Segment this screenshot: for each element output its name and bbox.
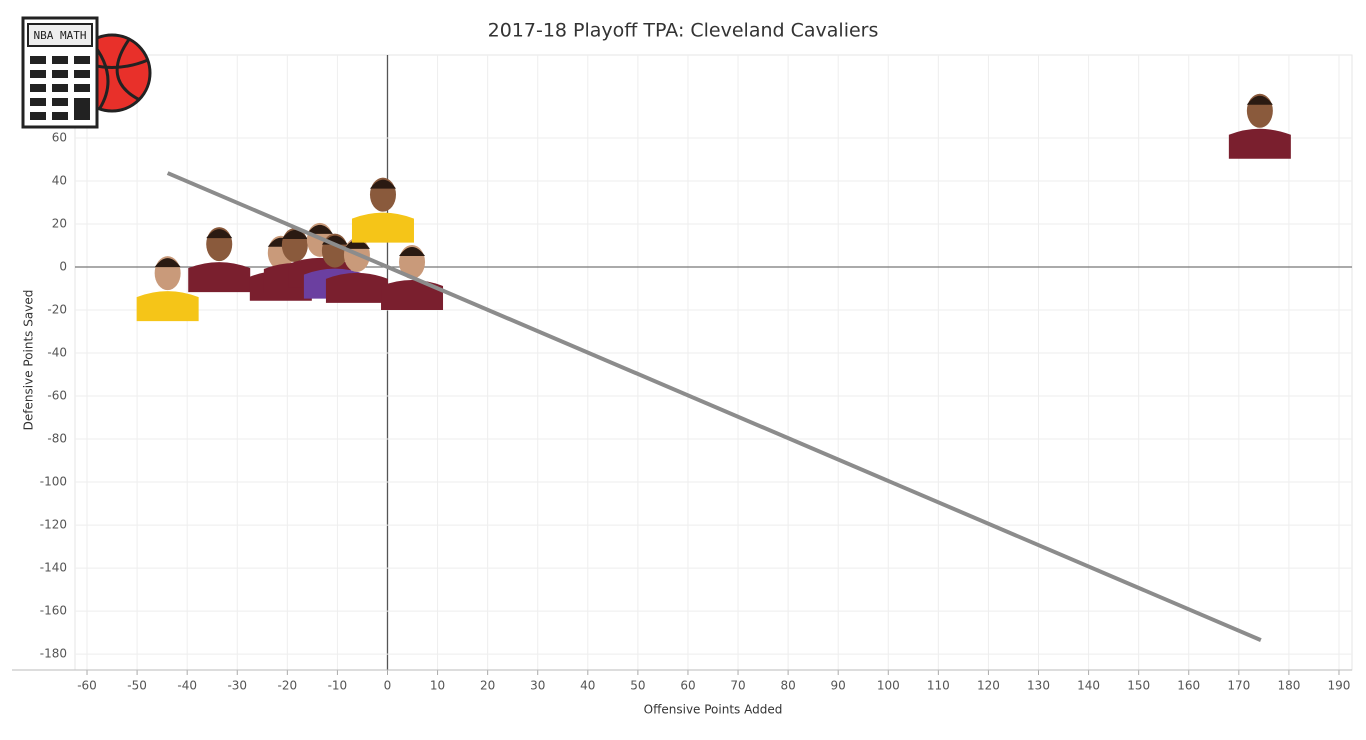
x-tick-label: -50	[127, 679, 147, 693]
x-axis-title: Offensive Points Added	[644, 703, 783, 717]
player-point	[381, 244, 444, 310]
x-tick-label: 120	[977, 679, 1000, 693]
x-tick-label: 60	[680, 679, 695, 693]
grid	[12, 54, 1353, 675]
x-tick-label: 140	[1077, 679, 1100, 693]
x-tick-label: 40	[580, 679, 595, 693]
player-point	[1228, 93, 1291, 159]
x-tick-label: 50	[630, 679, 645, 693]
y-tick-label: 20	[52, 217, 67, 231]
x-tick-label: 150	[1127, 679, 1150, 693]
x-tick-label: -30	[227, 679, 247, 693]
y-tick-label: 40	[52, 174, 67, 188]
x-tick-label: -10	[328, 679, 348, 693]
x-tick-label: 30	[530, 679, 545, 693]
x-tick-label: 100	[877, 679, 900, 693]
x-tick-label: 190	[1328, 679, 1351, 693]
y-tick-label: -140	[40, 561, 67, 575]
x-tick-label: 0	[384, 679, 392, 693]
player-point	[188, 227, 251, 293]
x-tick-label: 90	[831, 679, 846, 693]
x-tick-label: 170	[1227, 679, 1250, 693]
x-tick-label: -20	[278, 679, 298, 693]
y-tick-label: 0	[59, 260, 67, 274]
marks	[136, 93, 1291, 642]
x-tick-label: 130	[1027, 679, 1050, 693]
logo-text: NBA MATH	[34, 29, 87, 42]
logo: NBA MATH	[21, 16, 152, 129]
x-tick-label: 180	[1277, 679, 1300, 693]
y-axis-title: Defensive Points Saved	[22, 290, 36, 431]
x-tick-label: 160	[1177, 679, 1200, 693]
y-tick-label: -100	[40, 475, 67, 489]
x-tick-label: -60	[77, 679, 97, 693]
x-tick-label: 80	[780, 679, 795, 693]
player-point	[136, 256, 199, 322]
player-point	[351, 177, 414, 243]
y-tick-label: -80	[47, 432, 67, 446]
player-point	[325, 237, 388, 303]
chart-title: 2017-18 Playoff TPA: Cleveland Cavaliers	[488, 20, 879, 42]
y-tick-label: -180	[40, 647, 67, 661]
trend-line	[166, 171, 1262, 642]
x-tick-label: 70	[730, 679, 745, 693]
x-tick-label: -40	[177, 679, 197, 693]
y-tick-label: -60	[47, 389, 67, 403]
plot-frame	[74, 54, 1353, 671]
x-tick-label: 110	[927, 679, 950, 693]
y-tick-label: -160	[40, 604, 67, 618]
y-tick-label: -40	[47, 346, 67, 360]
x-tick-label: 20	[480, 679, 495, 693]
y-tick-label: 60	[52, 131, 67, 145]
y-tick-label: -20	[47, 303, 67, 317]
x-tick-label: 10	[430, 679, 445, 693]
y-tick-label: -120	[40, 518, 67, 532]
